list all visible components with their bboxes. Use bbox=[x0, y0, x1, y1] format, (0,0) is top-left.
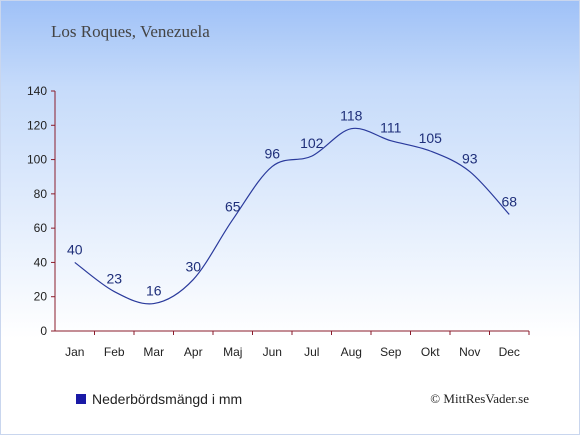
x-tick-label: Nov bbox=[459, 345, 480, 359]
y-tick-label: 60 bbox=[34, 221, 48, 235]
axes bbox=[54, 91, 529, 332]
x-tick-label: Sep bbox=[380, 345, 402, 359]
y-tick-label: 120 bbox=[27, 118, 47, 132]
x-tick-label: Mar bbox=[143, 345, 164, 359]
data-label: 40 bbox=[67, 241, 83, 257]
legend: Nederbördsmängd i mm bbox=[76, 391, 242, 407]
data-label: 68 bbox=[501, 193, 517, 209]
data-label: 65 bbox=[225, 199, 241, 215]
data-label: 23 bbox=[106, 271, 122, 287]
data-label: 16 bbox=[146, 283, 162, 299]
data-label: 118 bbox=[340, 108, 363, 124]
x-tick-label: Jan bbox=[65, 345, 84, 359]
y-tick-label: 20 bbox=[34, 290, 48, 304]
chart-title: Los Roques, Venezuela bbox=[51, 22, 210, 41]
x-axis-ticks: Jan Feb Mar Apr Maj Jun Jul Aug Sep Okt Nov Dec bbox=[65, 331, 530, 359]
data-label: 96 bbox=[264, 145, 280, 161]
legend-swatch bbox=[76, 394, 86, 404]
data-label: 111 bbox=[380, 120, 401, 136]
x-tick-label: Feb bbox=[104, 345, 125, 359]
data-label: 30 bbox=[185, 259, 201, 275]
legend-label: Nederbördsmängd i mm bbox=[92, 391, 243, 407]
y-axis-ticks: 0 20 40 60 80 100 120 140 bbox=[27, 84, 55, 338]
y-tick-label: 100 bbox=[27, 153, 47, 167]
x-tick-label: Jul bbox=[304, 345, 319, 359]
y-tick-label: 80 bbox=[34, 187, 48, 201]
y-tick-label: 0 bbox=[40, 324, 47, 338]
series-line bbox=[74, 127, 510, 305]
x-tick-label: Jun bbox=[263, 345, 282, 359]
data-label: 102 bbox=[300, 135, 324, 151]
data-label: 93 bbox=[462, 151, 478, 167]
copyright-notice: © MittResVader.se bbox=[430, 391, 529, 406]
x-tick-label: Maj bbox=[223, 345, 242, 359]
x-tick-label: Dec bbox=[499, 345, 520, 359]
y-tick-label: 40 bbox=[34, 255, 48, 269]
x-tick-label: Aug bbox=[341, 345, 362, 359]
x-tick-label: Apr bbox=[184, 345, 203, 359]
x-tick-label: Okt bbox=[421, 345, 440, 359]
y-tick-label: 140 bbox=[27, 84, 47, 98]
data-label: 105 bbox=[419, 130, 443, 146]
data-labels: 40 23 16 30 65 96 102 118 111 105 93 68 bbox=[67, 108, 517, 299]
